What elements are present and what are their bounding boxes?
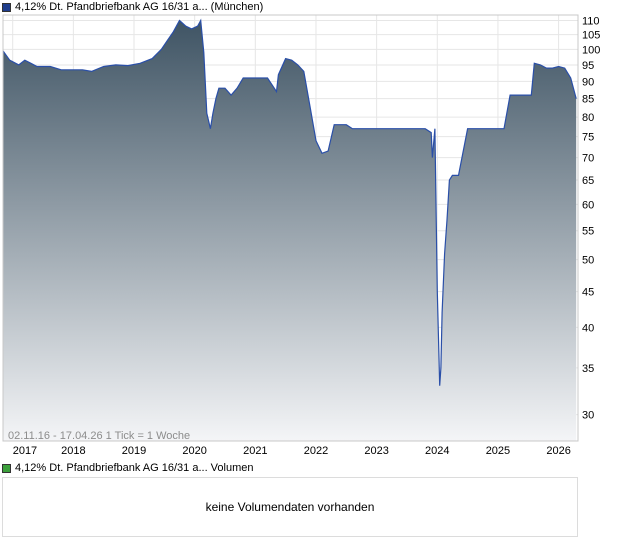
chart-info-text: 02.11.16 - 17.04.26 1 Tick = 1 Woche xyxy=(8,430,190,442)
y-tick-label: 40 xyxy=(582,322,594,334)
x-tick-label: 2019 xyxy=(122,445,146,457)
y-tick-label: 45 xyxy=(582,287,594,299)
x-tick-label: 2017 xyxy=(13,445,37,457)
price-legend-label: 4,12% Dt. Pfandbriefbank AG 16/31 a... (… xyxy=(15,1,264,13)
y-tick-label: 35 xyxy=(582,363,594,375)
price-area xyxy=(3,20,577,441)
x-tick-label: 2023 xyxy=(364,445,388,457)
volume-panel: keine Volumendaten vorhanden xyxy=(2,477,578,537)
volume-legend-swatch xyxy=(2,463,11,473)
x-tick-label: 2018 xyxy=(61,445,85,457)
y-tick-label: 95 xyxy=(582,60,594,72)
volume-legend: 4,12% Dt. Pfandbriefbank AG 16/31 a... V… xyxy=(2,461,254,475)
price-chart: 110 105 100 95 90 85 80 75 70 65 60 55 50 45 40 35 30 20… xyxy=(2,14,600,457)
y-axis: 110 105 100 95 90 85 80 75 70 65 60 55 50 45 40 35 30 xyxy=(582,15,600,421)
price-line xyxy=(2,18,577,386)
y-tick-label: 75 xyxy=(582,132,594,144)
x-axis: 2017 2018 2019 2020 2021 2022 2023 2024 2025 2026 xyxy=(13,445,571,457)
y-tick-label: 30 xyxy=(582,410,594,422)
y-tick-label: 90 xyxy=(582,76,594,88)
x-tick-label: 2024 xyxy=(425,445,449,457)
x-tick-label: 2020 xyxy=(182,445,206,457)
y-tick-label: 85 xyxy=(582,94,594,106)
y-tick-label: 100 xyxy=(582,44,600,56)
y-tick-label: 80 xyxy=(582,112,594,124)
x-tick-label: 2026 xyxy=(546,445,570,457)
y-tick-label: 70 xyxy=(582,153,594,165)
y-tick-label: 60 xyxy=(582,199,594,211)
y-tick-label: 65 xyxy=(582,175,594,187)
y-tick-label: 55 xyxy=(582,226,594,238)
x-tick-label: 2021 xyxy=(243,445,267,457)
volume-empty-message: keine Volumendaten vorhanden xyxy=(205,500,375,514)
x-tick-label: 2025 xyxy=(486,445,510,457)
plot-frame xyxy=(2,14,579,442)
volume-legend-label: 4,12% Dt. Pfandbriefbank AG 16/31 a... V… xyxy=(15,462,254,474)
y-tick-label: 110 xyxy=(582,15,600,27)
price-legend: 4,12% Dt. Pfandbriefbank AG 16/31 a... (… xyxy=(2,0,263,14)
y-tick-label: 105 xyxy=(582,30,600,42)
y-tick-label: 50 xyxy=(582,255,594,267)
price-legend-swatch xyxy=(2,2,11,12)
x-tick-label: 2022 xyxy=(304,445,328,457)
